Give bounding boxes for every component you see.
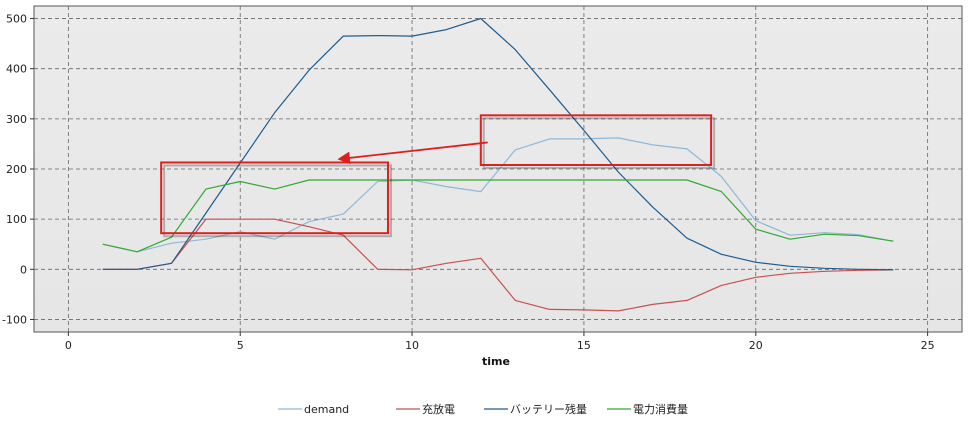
y-tick-label-5: 400 [6, 63, 27, 76]
x-tick-label-1: 5 [237, 339, 244, 352]
legend-label-2: バッテリー残量 [510, 402, 587, 416]
grid [34, 6, 962, 332]
x-tick-label-3: 15 [577, 339, 591, 352]
annotation-box-0 [160, 161, 390, 235]
annotation-arrow-2 [337, 141, 488, 165]
x-tick-label-4: 20 [749, 339, 763, 352]
legend-label-0: demand [304, 403, 349, 416]
y-tick-label-2: 100 [6, 213, 27, 226]
series-line-3 [102, 179, 894, 253]
x-tick-label-0: 0 [65, 339, 72, 352]
series-line-1 [102, 218, 894, 312]
annotation-box-1 [479, 114, 713, 166]
x-tick-label-5: 25 [921, 339, 935, 352]
y-tick-label-3: 200 [6, 163, 27, 176]
legend: demand 充放電 バッテリー残量 電力消費量 [278, 402, 688, 416]
annotation-box-shadow-0 [163, 164, 393, 238]
annotations [160, 114, 716, 238]
legend-label-3: 電力消費量 [633, 402, 688, 416]
y-tick-label-0: -100 [2, 313, 27, 326]
y-tick-label-6: 500 [6, 13, 27, 26]
x-axis-title: time [482, 355, 510, 368]
legend-label-1: 充放電 [422, 402, 455, 416]
y-tick-label-4: 300 [6, 113, 27, 126]
axes: 0 5 10 15 20 25 -100 0 100 200 300 400 500 [2, 13, 935, 352]
y-tick-label-1: 0 [20, 263, 27, 276]
series-line-2 [102, 17, 894, 271]
x-tick-label-2: 10 [405, 339, 419, 352]
